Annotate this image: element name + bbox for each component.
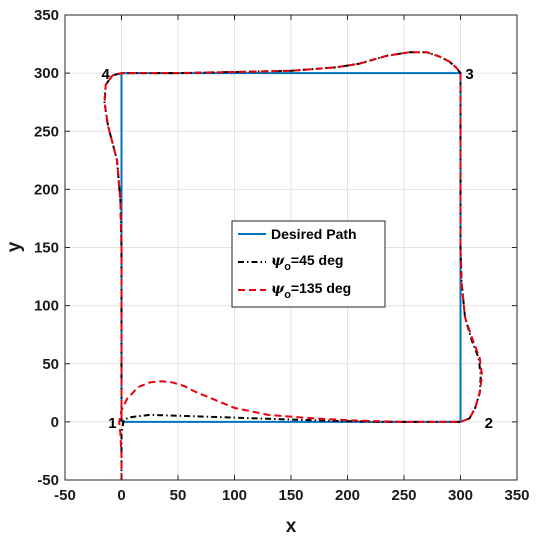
y-tick-label: 100 — [34, 298, 59, 315]
y-tick-label: -50 — [37, 472, 59, 489]
x-tick-label: 350 — [504, 487, 529, 504]
x-axis-label: x — [286, 516, 297, 537]
y-tick-label: 200 — [34, 181, 59, 198]
y-tick-label: 50 — [42, 356, 59, 373]
corner-label-4: 4 — [102, 66, 111, 83]
series-psi-135 — [103, 51, 483, 480]
y-tick-label: 350 — [34, 7, 59, 24]
psi-subscript: o — [284, 261, 291, 273]
y-tick-label: 250 — [34, 123, 59, 140]
x-tick-label: 0 — [117, 487, 125, 504]
legend: Desired Path ψo=45 deg ψo=135 deg — [231, 220, 386, 308]
psi-symbol: ψ — [271, 253, 285, 269]
y-axis-label: y — [4, 241, 25, 252]
legend-suffix: =135 deg — [291, 280, 351, 296]
psi-symbol: ψ — [271, 281, 285, 297]
x-tick-label: 100 — [222, 487, 247, 504]
legend-suffix: =45 deg — [291, 252, 344, 268]
ticks: -50 0 50 100 150 200 250 300 350 -50 0 50 100 150 200 2… — [34, 7, 530, 504]
psi-subscript: o — [284, 289, 291, 301]
legend-box — [231, 220, 386, 308]
x-tick-label: -50 — [54, 487, 76, 504]
x-tick-label: 150 — [278, 487, 303, 504]
corner-label-2: 2 — [485, 415, 493, 432]
corner-label-3: 3 — [465, 66, 473, 83]
legend-label-psi-45: ψo=45 deg — [271, 252, 343, 273]
legend-label-psi-135: ψo=135 deg — [271, 280, 351, 301]
y-tick-label: 300 — [34, 65, 59, 82]
corner-labels: 1 2 3 4 — [102, 66, 493, 432]
x-tick-label: 200 — [335, 487, 360, 504]
series-layer — [103, 51, 483, 480]
corner-label-1: 1 — [108, 415, 116, 432]
y-tick-label: 0 — [51, 414, 59, 431]
y-tick-label: 150 — [34, 240, 59, 257]
legend-label-desired-path: Desired Path — [271, 226, 357, 242]
x-tick-label: 50 — [170, 487, 187, 504]
x-tick-label: 250 — [391, 487, 416, 504]
x-tick-label: 300 — [448, 487, 473, 504]
